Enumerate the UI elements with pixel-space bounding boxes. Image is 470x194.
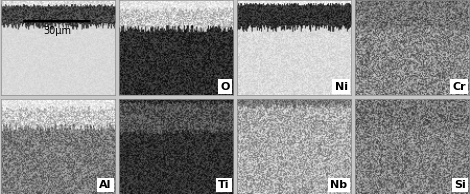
Text: Cr: Cr (452, 81, 466, 92)
Text: Ni: Ni (335, 81, 348, 92)
Text: Al: Al (99, 180, 111, 190)
Text: Nb: Nb (330, 180, 348, 190)
Text: 30μm: 30μm (43, 26, 71, 36)
Text: Ti: Ti (218, 180, 229, 190)
Text: Si: Si (454, 180, 466, 190)
Text: O: O (220, 81, 229, 92)
